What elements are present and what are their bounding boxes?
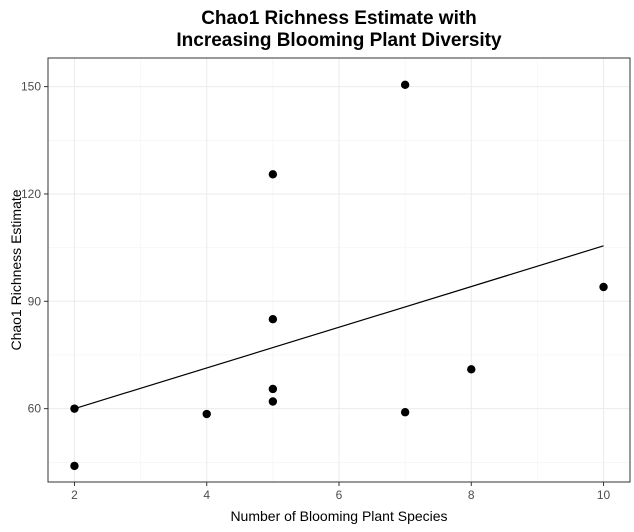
x-tick-label: 10: [597, 488, 611, 502]
data-point: [467, 365, 476, 374]
x-tick-label: 4: [203, 488, 210, 502]
x-axis-label: Number of Blooming Plant Species: [230, 508, 448, 524]
data-point: [400, 80, 410, 90]
trend-line: [74, 245, 604, 410]
data-point: [70, 404, 79, 413]
y-tick-label: 120: [21, 187, 41, 201]
data-point: [268, 384, 278, 394]
data-point: [268, 170, 278, 179]
data-point: [70, 461, 79, 471]
data-point: [400, 408, 410, 417]
data-point: [202, 409, 211, 419]
y-tick-label: 150: [21, 80, 41, 94]
data-point: [599, 282, 608, 292]
x-tick-label: 2: [71, 488, 78, 502]
x-tick-label: 8: [468, 488, 475, 502]
chart-title-line-2: Increasing Blooming Plant Diversity: [176, 30, 502, 51]
y-tick-label: 60: [28, 402, 42, 416]
y-axis-label: Chao1 Richness Estimate: [8, 189, 24, 351]
y-tick-label: 90: [28, 294, 42, 308]
x-tick-label: 6: [336, 488, 343, 502]
chart-title-line-1: Chao1 Richness Estimate with: [201, 8, 477, 29]
data-point: [268, 397, 278, 406]
data-point: [268, 314, 278, 324]
